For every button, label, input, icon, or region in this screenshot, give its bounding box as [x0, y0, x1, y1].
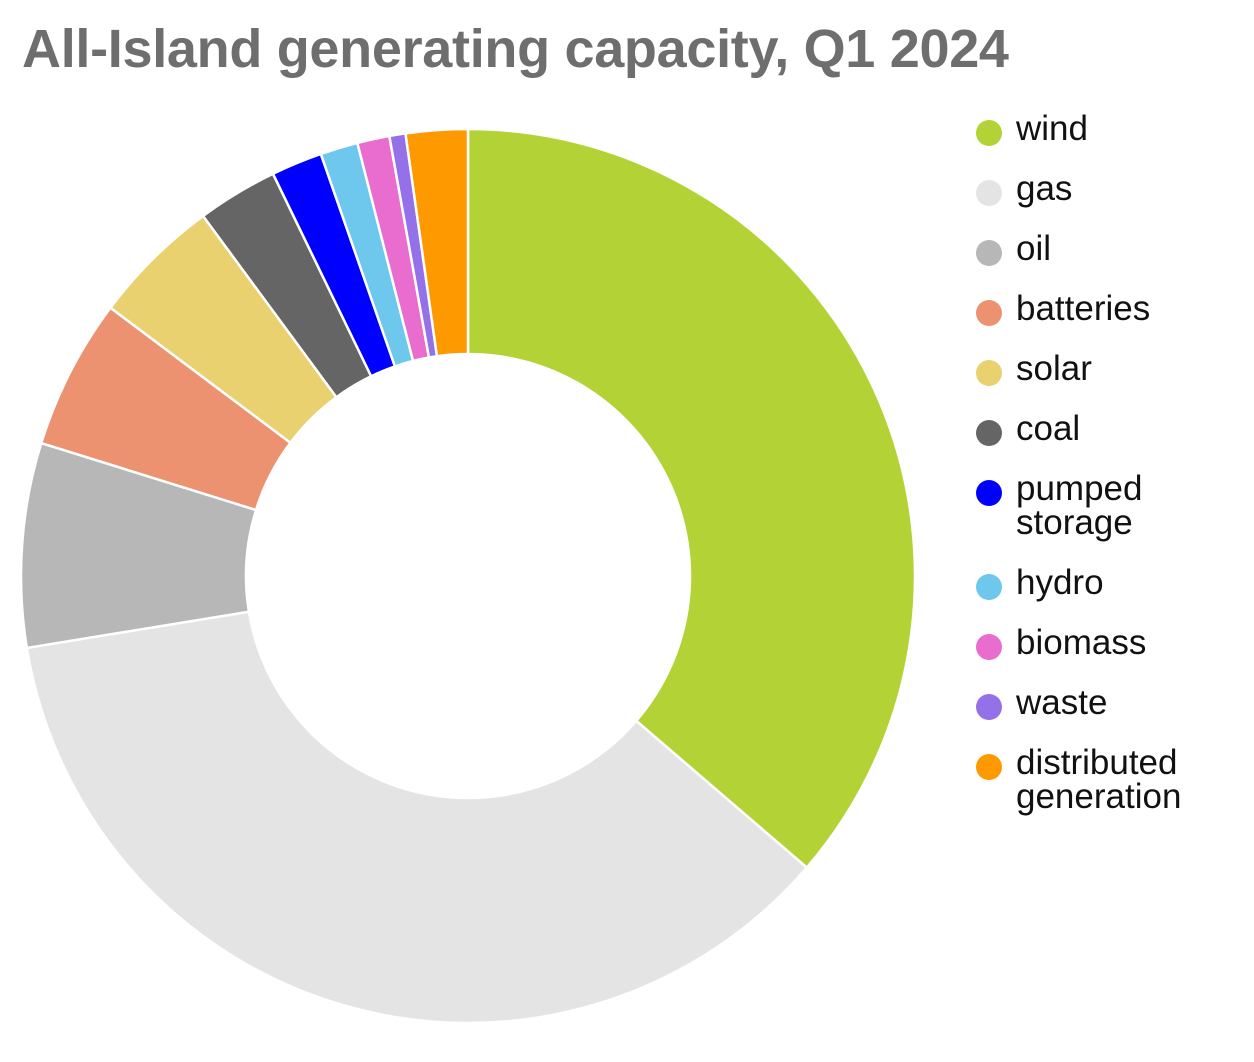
- legend-label: biomass: [1016, 623, 1147, 662]
- legend-label: wind: [1016, 109, 1088, 148]
- chart-legend: wind gas oil batteries solar coal pumped storag…: [976, 109, 1246, 840]
- chart-title: All-Island generating capacity, Q1 2024: [22, 19, 1009, 79]
- slice-wind: [466, 127, 917, 869]
- slice-distributed-generation: [404, 127, 470, 358]
- legend-item-pumped-storage: pumped storage: [976, 469, 1246, 542]
- legend-label: waste: [1016, 683, 1108, 722]
- legend-label: distributed generation: [1016, 743, 1182, 816]
- legend-swatch: [976, 694, 1002, 720]
- legend-item-coal: coal: [976, 409, 1246, 448]
- legend-item-solar: solar: [976, 349, 1246, 388]
- legend-swatch: [976, 240, 1002, 266]
- legend-item-oil: oil: [976, 229, 1246, 268]
- legend-swatch: [976, 180, 1002, 206]
- legend-swatch: [976, 420, 1002, 446]
- legend-item-gas: gas: [976, 169, 1246, 208]
- legend-item-distributed-generation: distributed generation: [976, 743, 1246, 816]
- legend-label: solar: [1016, 349, 1092, 388]
- legend-label: batteries: [1016, 289, 1151, 328]
- legend-item-hydro: hydro: [976, 563, 1246, 602]
- legend-item-wind: wind: [976, 109, 1246, 148]
- legend-item-biomass: biomass: [976, 623, 1246, 662]
- legend-label: pumped storage: [1016, 469, 1143, 542]
- legend-label: gas: [1016, 169, 1073, 208]
- legend-item-waste: waste: [976, 683, 1246, 722]
- donut-chart: [19, 127, 917, 1025]
- legend-label: hydro: [1016, 563, 1104, 602]
- legend-item-batteries: batteries: [976, 289, 1246, 328]
- legend-swatch: [976, 480, 1002, 506]
- slice-gas: [25, 610, 809, 1025]
- legend-swatch: [976, 634, 1002, 660]
- legend-swatch: [976, 754, 1002, 780]
- legend-label: oil: [1016, 229, 1052, 268]
- legend-swatch: [976, 574, 1002, 600]
- legend-swatch: [976, 300, 1002, 326]
- legend-swatch: [976, 360, 1002, 386]
- legend-label: coal: [1016, 409, 1081, 448]
- legend-swatch: [976, 120, 1002, 146]
